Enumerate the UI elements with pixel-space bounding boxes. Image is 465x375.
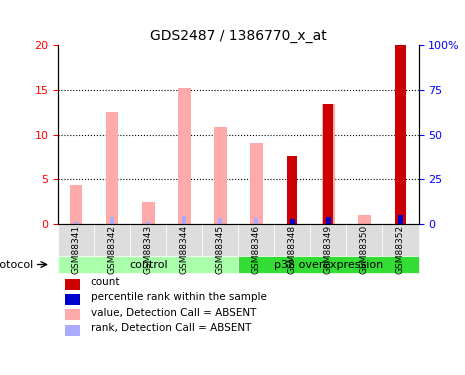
FancyBboxPatch shape (58, 224, 94, 256)
FancyBboxPatch shape (130, 224, 166, 256)
Text: GSM88341: GSM88341 (72, 225, 80, 274)
Bar (74, 222, 78, 224)
FancyBboxPatch shape (382, 224, 418, 256)
Text: GSM88344: GSM88344 (180, 225, 189, 274)
Bar (399, 215, 403, 224)
FancyBboxPatch shape (274, 224, 311, 256)
Bar (250, 142, 263, 224)
Text: GSM88350: GSM88350 (360, 225, 369, 274)
Text: GSM88342: GSM88342 (108, 225, 117, 274)
Bar (322, 104, 335, 224)
Bar (65, 325, 80, 336)
Text: protocol: protocol (0, 260, 33, 270)
Text: rank, Detection Call = ABSENT: rank, Detection Call = ABSENT (91, 322, 251, 333)
Bar (182, 216, 186, 224)
Text: control: control (129, 260, 167, 270)
Text: percentile rank within the sample: percentile rank within the sample (91, 292, 266, 302)
Text: GSM88349: GSM88349 (324, 225, 333, 274)
FancyBboxPatch shape (94, 224, 130, 256)
Bar (106, 112, 119, 224)
Text: GSM88343: GSM88343 (144, 225, 153, 274)
Bar (65, 309, 80, 320)
Bar (395, 45, 405, 224)
Title: GDS2487 / 1386770_x_at: GDS2487 / 1386770_x_at (150, 28, 327, 43)
Bar (110, 217, 114, 224)
FancyBboxPatch shape (58, 256, 238, 273)
FancyBboxPatch shape (311, 224, 346, 256)
Bar (326, 217, 331, 224)
Bar (142, 202, 154, 224)
Bar (254, 218, 259, 224)
Text: GSM88346: GSM88346 (252, 225, 261, 274)
Bar (178, 88, 191, 224)
Bar (323, 104, 333, 224)
Bar (358, 215, 371, 224)
Bar (70, 184, 82, 224)
Bar (65, 294, 80, 305)
Bar (218, 218, 222, 224)
FancyBboxPatch shape (238, 224, 274, 256)
Bar (287, 156, 298, 224)
Text: GSM88352: GSM88352 (396, 225, 405, 274)
FancyBboxPatch shape (166, 224, 202, 256)
Text: GSM88348: GSM88348 (288, 225, 297, 274)
FancyBboxPatch shape (202, 224, 238, 256)
FancyBboxPatch shape (346, 224, 382, 256)
Text: p38 overexpression: p38 overexpression (274, 260, 383, 270)
Bar (214, 128, 226, 224)
Bar (146, 222, 150, 224)
Bar (65, 279, 80, 290)
Bar (290, 219, 294, 224)
Text: value, Detection Call = ABSENT: value, Detection Call = ABSENT (91, 308, 256, 318)
Text: count: count (91, 277, 120, 287)
FancyBboxPatch shape (238, 256, 418, 273)
Text: GSM88345: GSM88345 (216, 225, 225, 274)
